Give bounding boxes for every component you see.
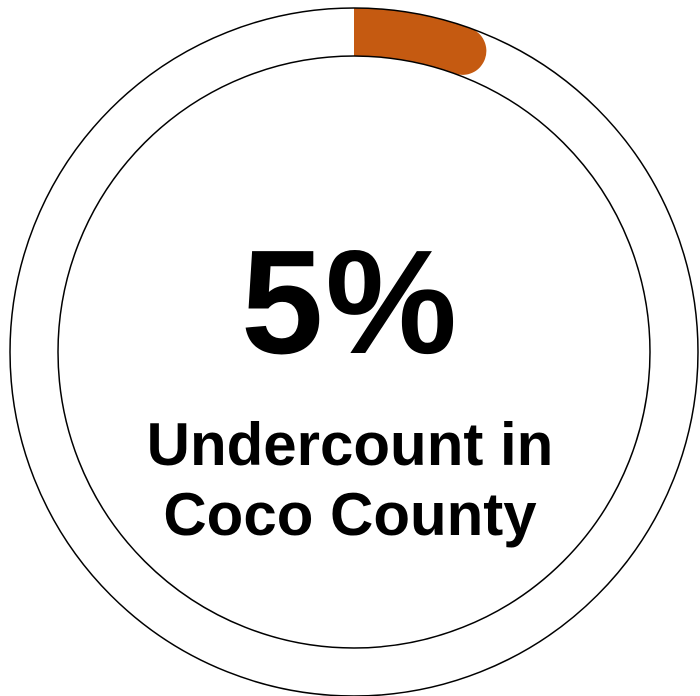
chart-label: Undercount in Coco County — [0, 410, 700, 550]
chart-label-line-2: Coco County — [163, 481, 537, 548]
ring-inner-edge — [57, 55, 651, 649]
ring-track — [33, 31, 675, 673]
ring-outer-edge — [9, 7, 699, 696]
progress-arc — [354, 8, 487, 75]
chart-label-line-1: Undercount in — [146, 411, 554, 478]
value-label: 5% — [241, 220, 459, 385]
